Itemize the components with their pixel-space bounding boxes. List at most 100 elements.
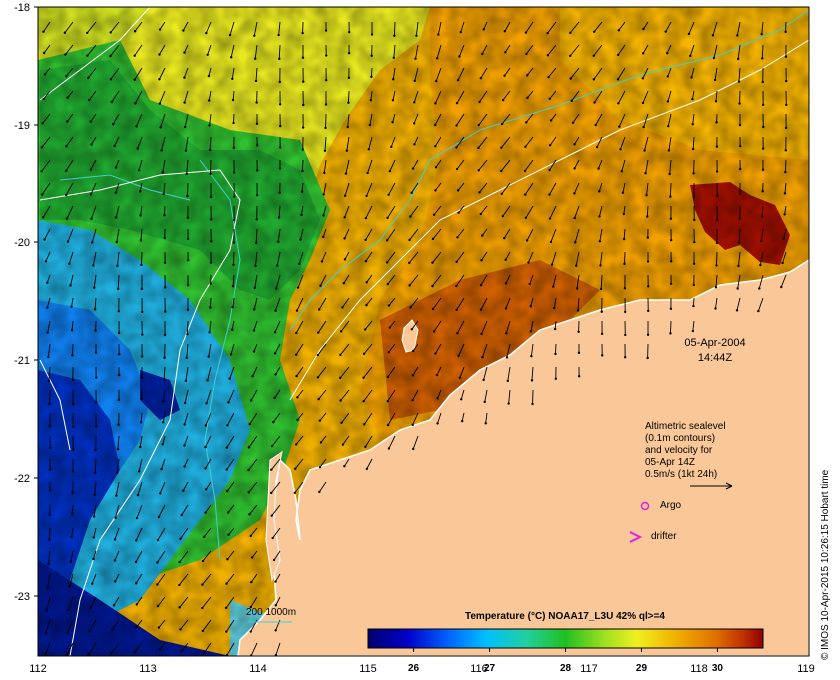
velocity-arrow-head (525, 239, 529, 242)
velocity-arrow-head (692, 262, 696, 265)
velocity-arrow (432, 251, 442, 263)
velocity-arrow-head (664, 30, 667, 33)
velocity-arrow (599, 228, 603, 242)
velocity-arrow-head (209, 195, 213, 199)
velocity-arrow (113, 596, 120, 606)
velocity-arrow-head (622, 212, 626, 216)
velocity-arrow-head (411, 398, 414, 402)
velocity-arrow-head (434, 144, 437, 148)
velocity-arrow (116, 228, 120, 243)
argo-label: Argo (660, 500, 682, 511)
velocity-arrow-head (227, 401, 230, 404)
velocity-arrow-head (503, 74, 506, 77)
velocity-arrow-head (339, 376, 342, 380)
velocity-arrow (66, 205, 74, 219)
velocity-arrow (714, 67, 718, 81)
velocity-arrow (298, 251, 304, 265)
velocity-arrow-head (254, 264, 257, 267)
velocity-arrow-head (669, 260, 673, 263)
velocity-arrow-head (412, 122, 416, 125)
velocity-arrow (598, 159, 603, 169)
velocity-arrow-head (691, 147, 695, 151)
velocity-arrow-head (599, 264, 602, 267)
velocity-arrow-head (409, 306, 412, 309)
velocity-arrow (250, 642, 258, 656)
velocity-arrow-head (598, 240, 602, 243)
velocity-arrow (481, 251, 488, 261)
velocity-arrow-head (528, 282, 532, 286)
velocity-arrow (117, 435, 120, 450)
velocity-arrow-head (506, 379, 509, 383)
velocity-arrow (389, 159, 396, 172)
velocity-arrow-head (141, 333, 144, 336)
velocity-arrow-head (113, 580, 117, 583)
velocity-arrow-head (71, 491, 74, 495)
velocity-arrow (366, 274, 373, 283)
velocity-arrow-head (64, 169, 68, 173)
velocity-arrow (87, 44, 97, 56)
velocity-arrow (274, 389, 281, 399)
velocity-arrow (689, 44, 695, 57)
velocity-arrow (278, 205, 281, 218)
velocity-arrow-head (158, 28, 162, 31)
velocity-arrow-head (134, 560, 138, 564)
velocity-arrow-head (524, 216, 528, 220)
velocity-arrow-head (185, 172, 188, 176)
velocity-arrow-head (324, 103, 328, 106)
velocity-arrow-head (714, 286, 718, 289)
velocity-arrow (110, 642, 120, 654)
velocity-arrow (644, 136, 649, 151)
velocity-arrow-head (48, 425, 52, 428)
velocity-arrow (270, 481, 281, 494)
velocity-arrow-head (178, 606, 181, 609)
velocity-arrow-head (294, 353, 298, 356)
velocity-arrow-head (387, 304, 391, 307)
velocity-arrow (530, 343, 534, 357)
velocity-arrow-head (42, 30, 45, 33)
velocity-arrow-head (642, 125, 645, 129)
velocity-arrow (455, 274, 465, 287)
velocity-arrow-head (186, 308, 190, 312)
velocity-arrow-head (161, 171, 164, 174)
velocity-arrow (504, 67, 511, 76)
velocity-arrow-head (273, 352, 277, 355)
velocity-arrow-head (411, 167, 415, 170)
drifter-legend: drifter (629, 531, 677, 543)
velocity-arrow (483, 21, 488, 30)
velocity-arrow-head (116, 264, 119, 268)
velocity-arrow-head (71, 378, 75, 381)
velocity-arrow-head (345, 149, 349, 152)
velocity-arrow (392, 113, 396, 123)
velocity-arrow-head (40, 146, 44, 149)
velocity-arrow-head (207, 74, 211, 78)
velocity-arrow (507, 366, 511, 381)
velocity-arrow-head (600, 332, 604, 336)
velocity-arrow-head (158, 102, 162, 105)
velocity-arrow (140, 228, 143, 241)
velocity-arrow-head (249, 399, 253, 402)
velocity-arrow-head (504, 307, 508, 310)
velocity-arrow (228, 527, 235, 535)
velocity-arrow-head (457, 354, 460, 357)
velocity-arrow (184, 44, 189, 53)
velocity-arrow-head (40, 170, 43, 173)
x-tick-label: 114 (249, 663, 267, 675)
velocity-arrow-head (201, 606, 204, 610)
velocity-arrow-head (140, 397, 143, 400)
velocity-arrow-head (643, 149, 646, 152)
velocity-arrow-head (46, 586, 49, 589)
velocity-arrow-head (301, 169, 304, 173)
velocity-arrow (646, 182, 649, 196)
velocity-arrow (369, 113, 373, 126)
velocity-arrow (412, 159, 419, 169)
velocity-arrow (569, 44, 580, 57)
velocity-arrow (692, 136, 695, 150)
velocity-arrow-head (363, 328, 367, 331)
velocity-arrow-head (72, 448, 75, 451)
velocity-arrow-head (42, 216, 45, 219)
velocity-arrow (551, 251, 557, 265)
velocity-arrow (43, 21, 51, 32)
y-tick-label: -20 (14, 237, 30, 249)
velocity-arrow (66, 642, 74, 656)
velocity-arrow-head (109, 54, 112, 58)
